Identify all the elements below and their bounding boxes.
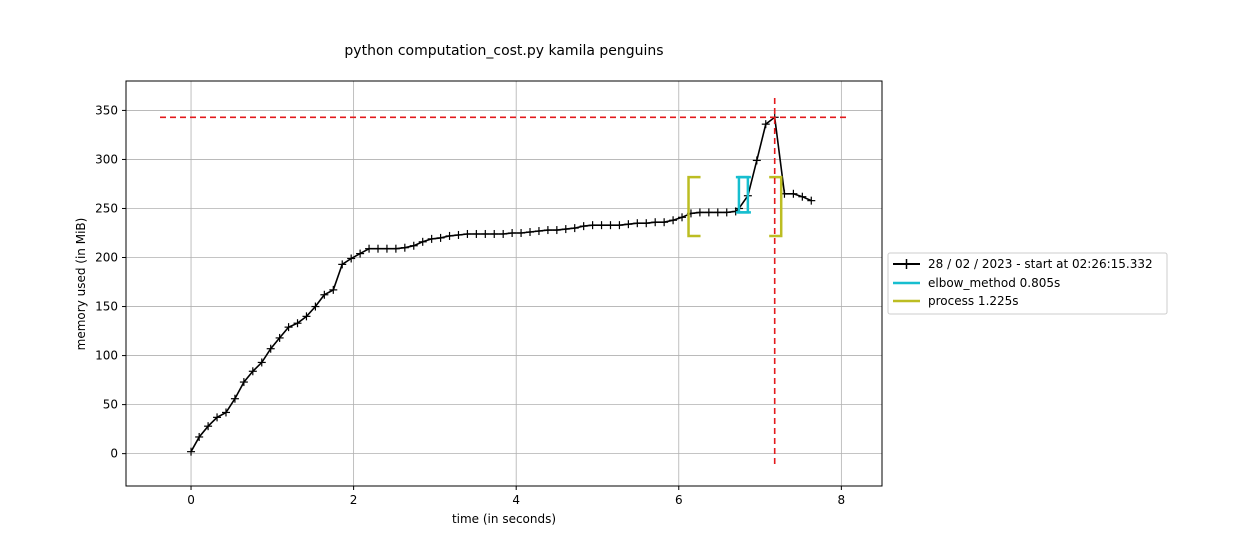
data-point (213, 413, 222, 422)
legend-label-elbow-method: elbow_method 0.805s (928, 276, 1060, 290)
data-point (463, 229, 472, 238)
data-point (418, 237, 427, 246)
data-point (761, 120, 770, 129)
data-point (248, 367, 257, 376)
data-point (660, 218, 669, 227)
y-tick-label: 250 (95, 201, 118, 215)
data-point (526, 228, 535, 237)
data-point (579, 222, 588, 231)
x-tick-label: 2 (350, 493, 358, 507)
y-tick-label: 0 (110, 447, 118, 461)
data-point (409, 241, 418, 250)
data-point (633, 219, 642, 228)
grid-lines (126, 81, 882, 486)
data-point (436, 233, 445, 242)
data-point (695, 208, 704, 217)
data-point (552, 226, 561, 235)
data-point (752, 156, 761, 165)
process-end-bracket (769, 175, 783, 238)
data-point (789, 189, 798, 198)
data-point (624, 220, 633, 229)
data-point (798, 192, 807, 201)
data-point (302, 312, 311, 321)
legend-box (887, 252, 1168, 315)
process-start-bracket (687, 175, 701, 238)
y-tick-label: 50 (103, 398, 118, 412)
data-point (561, 225, 570, 234)
data-point (266, 344, 275, 353)
x-tick-label: 6 (675, 493, 683, 507)
data-point (239, 378, 248, 387)
data-point (391, 244, 400, 253)
y-tick-label: 150 (95, 300, 118, 314)
data-point (704, 208, 713, 217)
y-axis-ticks: 0 50 100 150 200 250 300 350 (95, 103, 126, 461)
data-point (570, 224, 579, 233)
data-point (230, 394, 239, 403)
data-point (606, 221, 615, 230)
x-tick-label: 0 (187, 493, 195, 507)
x-tick-label: 8 (838, 493, 846, 507)
legend-label-memory: 28 / 02 / 2023 - start at 02:26:15.332 (928, 257, 1153, 271)
data-point (365, 244, 374, 253)
data-point (195, 432, 204, 441)
y-tick-label: 100 (95, 349, 118, 363)
data-point (275, 333, 284, 342)
data-point (320, 290, 329, 299)
y-tick-label: 350 (95, 103, 118, 117)
data-point (374, 244, 382, 253)
data-point (499, 229, 508, 238)
data-point (427, 234, 436, 243)
data-point (543, 226, 552, 235)
y-tick-label: 200 (95, 251, 118, 265)
data-point (534, 227, 543, 236)
data-point (713, 208, 722, 217)
data-point (329, 285, 338, 294)
data-point (382, 244, 391, 253)
data-point (669, 216, 678, 225)
data-point (311, 302, 320, 311)
data-point (187, 447, 196, 456)
legend: 28 / 02 / 2023 - start at 02:26:15.332 e… (887, 252, 1168, 315)
plot-frame (125, 80, 883, 487)
x-axis-ticks: 0 2 4 6 8 (187, 486, 845, 507)
data-point (472, 229, 481, 238)
data-point (204, 422, 213, 431)
data-point (678, 213, 687, 222)
y-axis-label: memory used (in MiB) (74, 218, 88, 351)
data-point (517, 228, 526, 237)
data-point (221, 408, 230, 417)
data-point (347, 254, 356, 263)
memory-usage-line (190, 115, 812, 453)
data-point (284, 323, 293, 332)
x-tick-label: 4 (512, 493, 520, 507)
data-point (651, 218, 660, 227)
chart-title: python computation_cost.py kamila pengui… (344, 43, 663, 59)
data-point (400, 243, 409, 252)
elbow-method-end-bracket (735, 175, 750, 214)
data-point (642, 219, 651, 228)
data-point (722, 208, 731, 217)
legend-label-process: process 1.225s (928, 294, 1019, 308)
data-point (588, 221, 597, 230)
data-point (807, 196, 816, 205)
data-point (356, 249, 365, 258)
data-point (490, 229, 499, 238)
data-point (445, 231, 454, 240)
data-point (338, 260, 347, 269)
data-point (508, 228, 517, 237)
x-axis-label: time (in seconds) (452, 512, 556, 526)
data-point (257, 358, 266, 367)
plot-area (160, 98, 848, 468)
data-point (481, 229, 490, 238)
y-tick-label: 300 (95, 152, 118, 166)
data-point (454, 230, 463, 239)
data-point (597, 221, 606, 230)
data-point (615, 221, 624, 230)
data-point (293, 319, 302, 328)
